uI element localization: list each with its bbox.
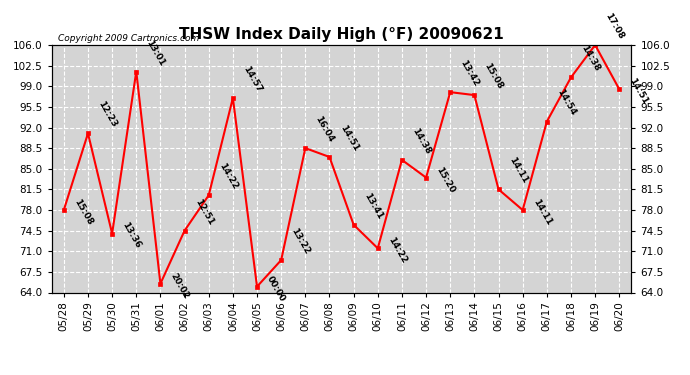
Text: 14:54: 14:54 xyxy=(555,88,578,117)
Text: 14:51: 14:51 xyxy=(338,123,360,153)
Text: 12:23: 12:23 xyxy=(97,100,119,129)
Text: 00:00: 00:00 xyxy=(266,274,287,303)
Title: THSW Index Daily High (°F) 20090621: THSW Index Daily High (°F) 20090621 xyxy=(179,27,504,42)
Text: 13:22: 13:22 xyxy=(290,226,312,256)
Text: 14:22: 14:22 xyxy=(386,236,408,265)
Text: 13:41: 13:41 xyxy=(362,191,384,220)
Text: 12:51: 12:51 xyxy=(193,197,215,226)
Text: 14:22: 14:22 xyxy=(217,162,239,191)
Text: 14:38: 14:38 xyxy=(411,126,433,156)
Text: 14:51: 14:51 xyxy=(628,76,650,106)
Text: 14:11: 14:11 xyxy=(507,156,529,185)
Text: 13:01: 13:01 xyxy=(145,38,167,68)
Text: 14:38: 14:38 xyxy=(580,44,602,73)
Text: 15:08: 15:08 xyxy=(483,62,505,91)
Text: Copyright 2009 Cartronics.com: Copyright 2009 Cartronics.com xyxy=(57,33,199,42)
Text: 14:11: 14:11 xyxy=(531,197,553,226)
Text: 13:36: 13:36 xyxy=(121,221,143,250)
Text: 13:42: 13:42 xyxy=(459,58,481,88)
Text: 17:08: 17:08 xyxy=(604,12,626,41)
Text: 15:08: 15:08 xyxy=(72,198,95,226)
Text: 16:04: 16:04 xyxy=(314,115,336,144)
Text: 20:02: 20:02 xyxy=(169,271,190,300)
Text: 15:20: 15:20 xyxy=(435,165,457,194)
Text: 14:57: 14:57 xyxy=(241,64,264,94)
